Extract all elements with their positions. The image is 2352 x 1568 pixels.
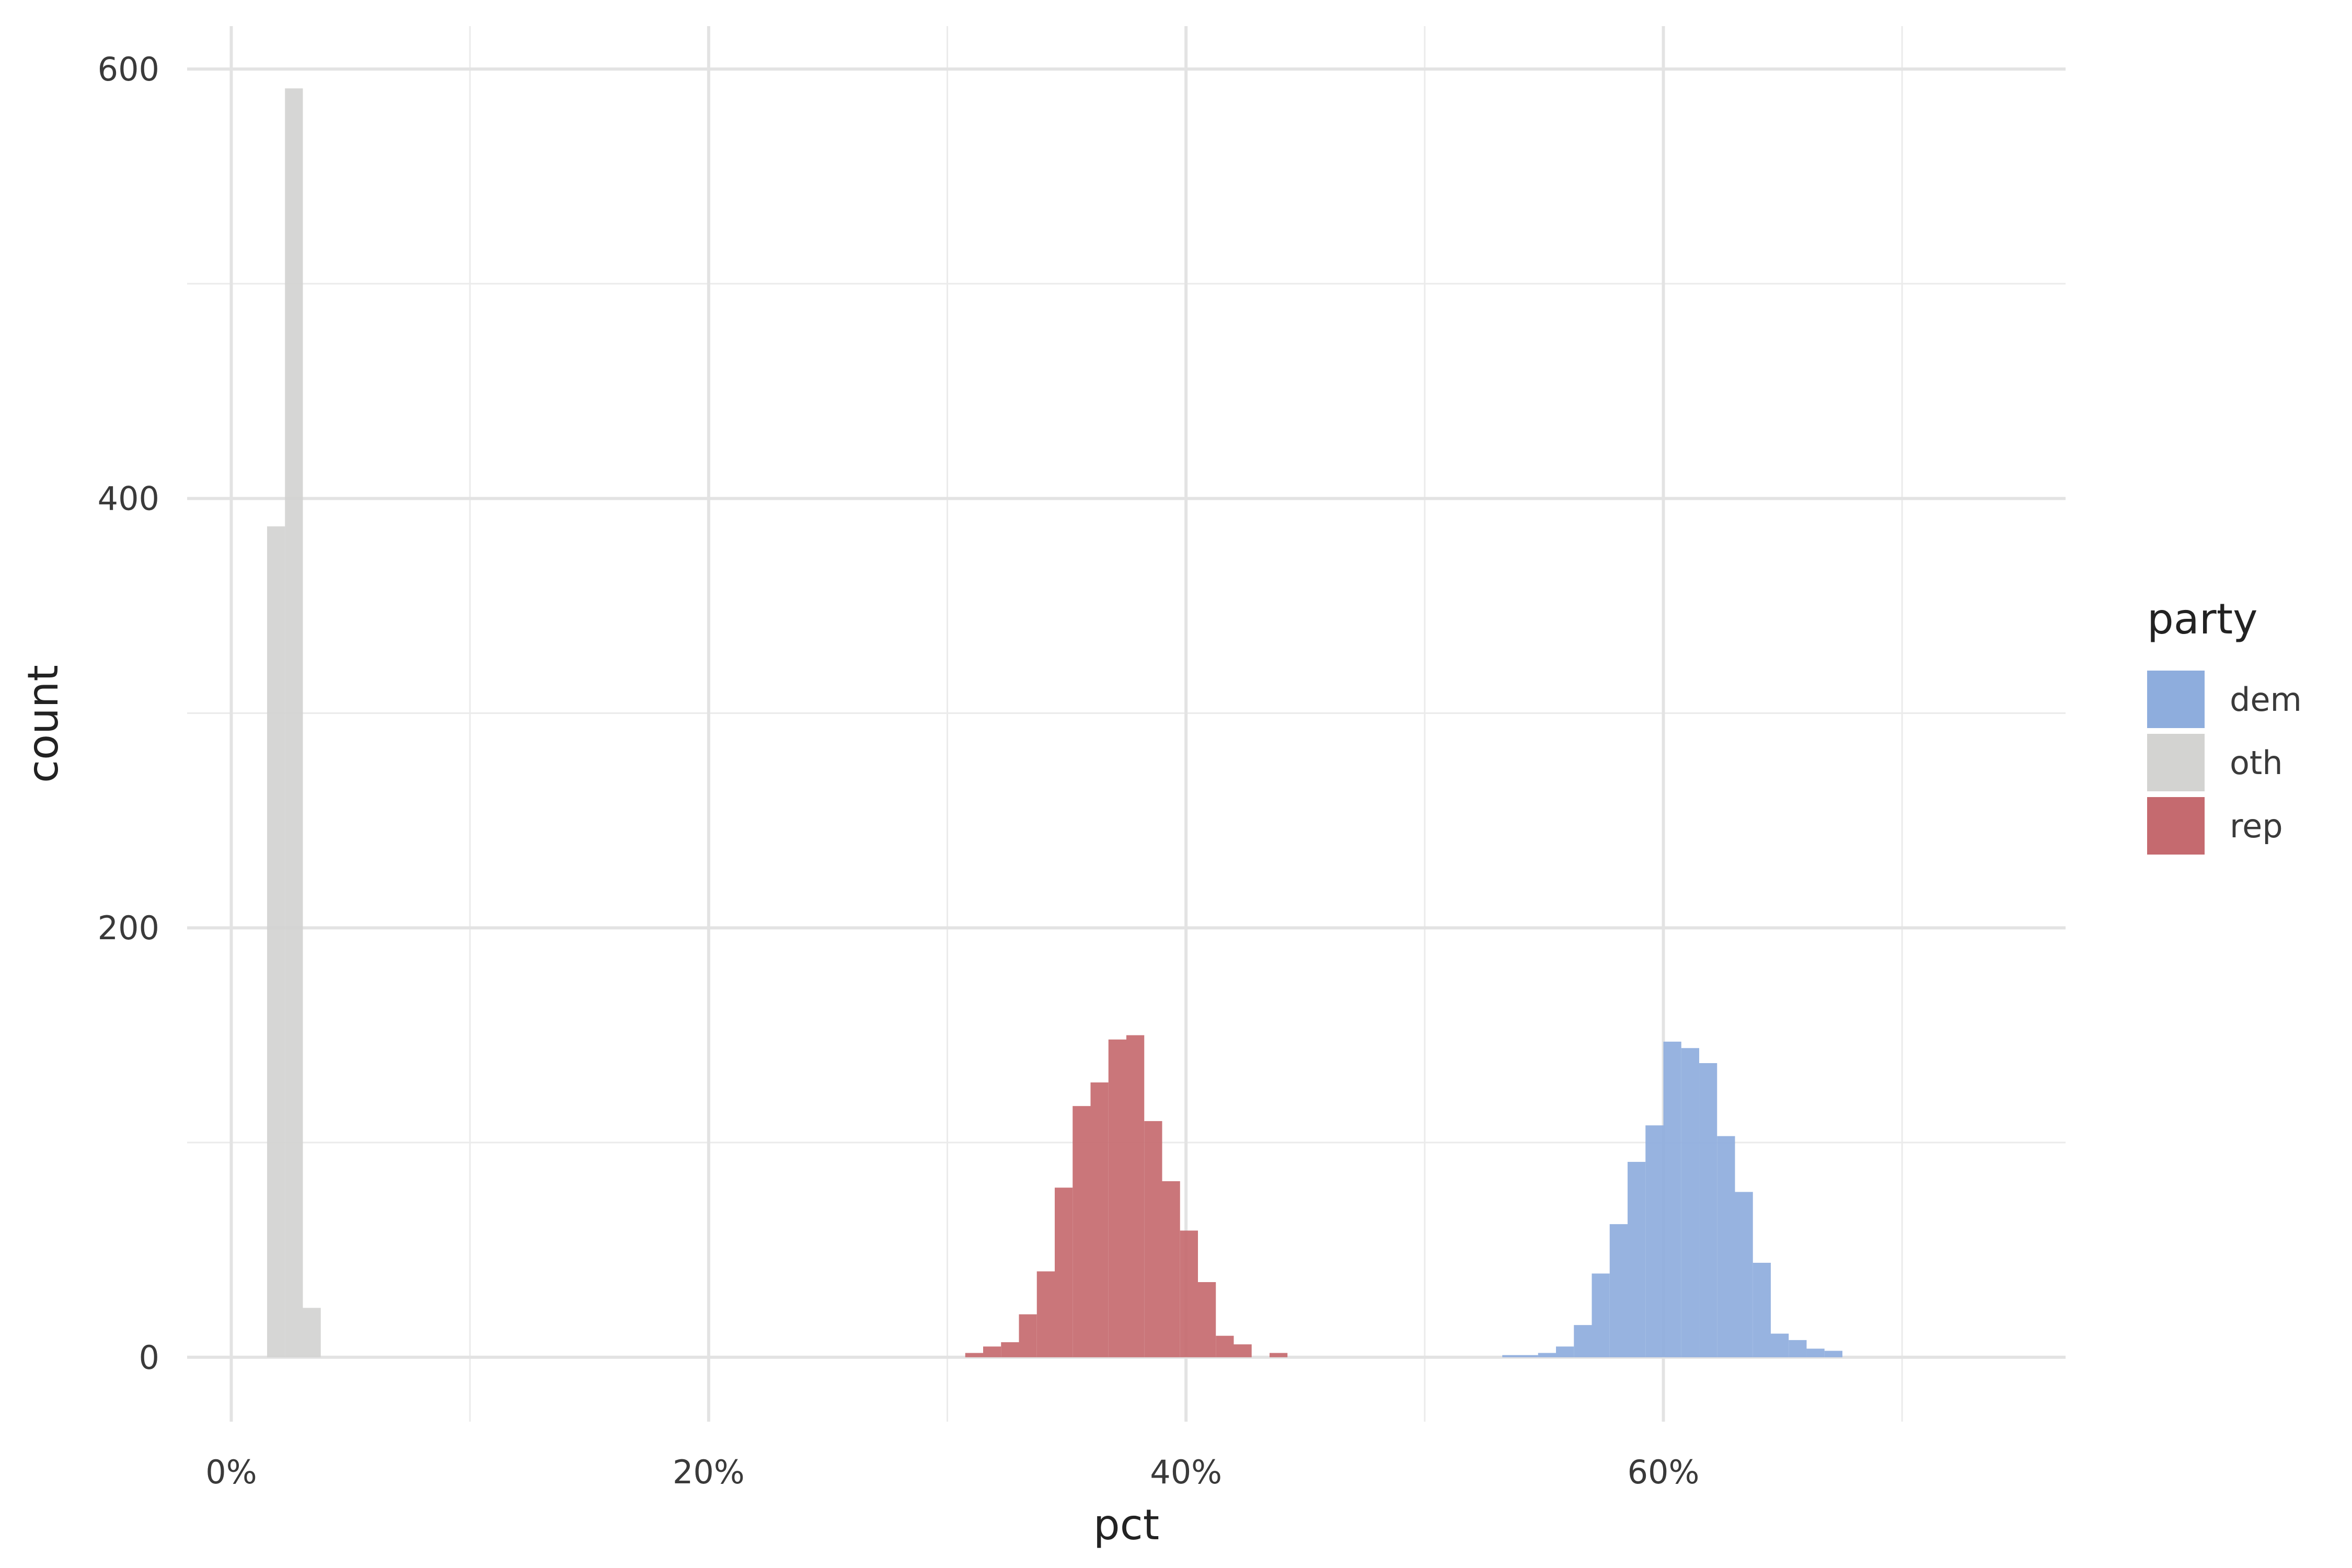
bar-rep-8 xyxy=(1108,1039,1126,1357)
series-dem xyxy=(1502,1041,1843,1357)
series-rep xyxy=(965,1035,1288,1357)
bar-rep-17 xyxy=(1270,1353,1288,1357)
bar-rep-5 xyxy=(1054,1187,1073,1357)
bar-oth-2 xyxy=(303,1308,321,1357)
bar-rep-7 xyxy=(1090,1082,1109,1357)
legend: party dem oth rep xyxy=(2147,595,2302,855)
bar-dem-10 xyxy=(1681,1048,1700,1357)
y-tick-label: 200 xyxy=(98,909,159,947)
bar-oth-1 xyxy=(285,88,303,1357)
bar-dem-16 xyxy=(1789,1340,1807,1357)
bar-dem-5 xyxy=(1592,1273,1610,1357)
legend-label-oth: oth xyxy=(2230,744,2283,782)
bar-rep-9 xyxy=(1126,1035,1145,1357)
y-axis-tick-labels: 0 200 400 600 xyxy=(98,50,159,1377)
bar-dem-0 xyxy=(1502,1355,1520,1357)
bar-rep-12 xyxy=(1180,1230,1198,1357)
legend-swatch-dem xyxy=(2147,671,2205,728)
bar-rep-4 xyxy=(1036,1271,1055,1357)
grid-minor xyxy=(187,26,2066,1422)
y-tick-label: 0 xyxy=(139,1339,159,1377)
legend-label-dem: dem xyxy=(2230,681,2302,719)
bar-rep-13 xyxy=(1198,1282,1216,1357)
bar-dem-2 xyxy=(1538,1353,1557,1357)
x-tick-label: 20% xyxy=(673,1453,745,1491)
bar-dem-6 xyxy=(1609,1224,1628,1357)
bar-rep-2 xyxy=(1001,1342,1019,1357)
x-tick-label: 0% xyxy=(205,1453,257,1491)
bar-dem-1 xyxy=(1520,1355,1538,1357)
series-oth xyxy=(267,88,321,1357)
bar-dem-7 xyxy=(1628,1161,1646,1357)
bar-dem-8 xyxy=(1645,1125,1664,1357)
x-tick-label: 40% xyxy=(1150,1453,1222,1491)
legend-label-rep: rep xyxy=(2230,807,2283,845)
bar-rep-1 xyxy=(983,1346,1001,1357)
bar-dem-12 xyxy=(1717,1136,1735,1357)
bar-dem-4 xyxy=(1574,1325,1592,1357)
legend-swatch-oth xyxy=(2147,734,2205,791)
bar-dem-3 xyxy=(1556,1346,1574,1357)
bar-rep-11 xyxy=(1162,1181,1180,1357)
bar-rep-14 xyxy=(1216,1335,1234,1357)
bar-dem-13 xyxy=(1735,1192,1753,1357)
y-axis-title: count xyxy=(19,665,67,783)
bar-rep-6 xyxy=(1073,1106,1091,1357)
legend-swatch-rep xyxy=(2147,797,2205,855)
bar-oth-0 xyxy=(267,526,285,1357)
y-tick-label: 400 xyxy=(98,480,159,518)
x-tick-label: 60% xyxy=(1628,1453,1700,1491)
bar-rep-0 xyxy=(965,1353,983,1357)
legend-title: party xyxy=(2147,595,2257,643)
y-tick-label: 600 xyxy=(98,50,159,88)
bar-dem-15 xyxy=(1771,1333,1789,1357)
bar-dem-9 xyxy=(1663,1041,1681,1357)
bar-dem-14 xyxy=(1753,1263,1771,1357)
bar-dem-17 xyxy=(1806,1348,1825,1357)
bar-dem-11 xyxy=(1699,1063,1717,1357)
x-axis-title: pct xyxy=(1093,1501,1159,1549)
bar-rep-3 xyxy=(1019,1314,1037,1357)
x-axis-tick-labels: 0% 20% 40% 60% xyxy=(205,1453,1699,1491)
bars xyxy=(267,88,1843,1357)
bar-dem-18 xyxy=(1824,1351,1843,1357)
bar-rep-15 xyxy=(1233,1344,1252,1357)
bar-rep-10 xyxy=(1144,1121,1162,1357)
